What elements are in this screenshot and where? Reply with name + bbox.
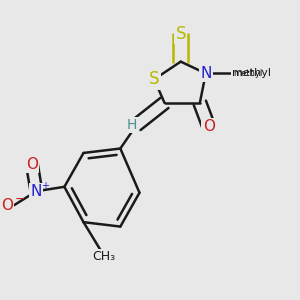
Text: +: + <box>41 181 49 191</box>
Text: methyl: methyl <box>234 69 263 78</box>
Text: O: O <box>26 157 38 172</box>
Text: S: S <box>176 25 186 43</box>
Text: H: H <box>126 118 136 132</box>
Text: −: − <box>14 193 25 206</box>
Text: N: N <box>31 184 42 199</box>
Text: O: O <box>203 119 215 134</box>
Text: CH₃: CH₃ <box>93 250 116 262</box>
Text: O: O <box>1 199 13 214</box>
Text: methyl: methyl <box>232 68 271 78</box>
Text: S: S <box>149 70 160 88</box>
Text: N: N <box>200 66 212 81</box>
